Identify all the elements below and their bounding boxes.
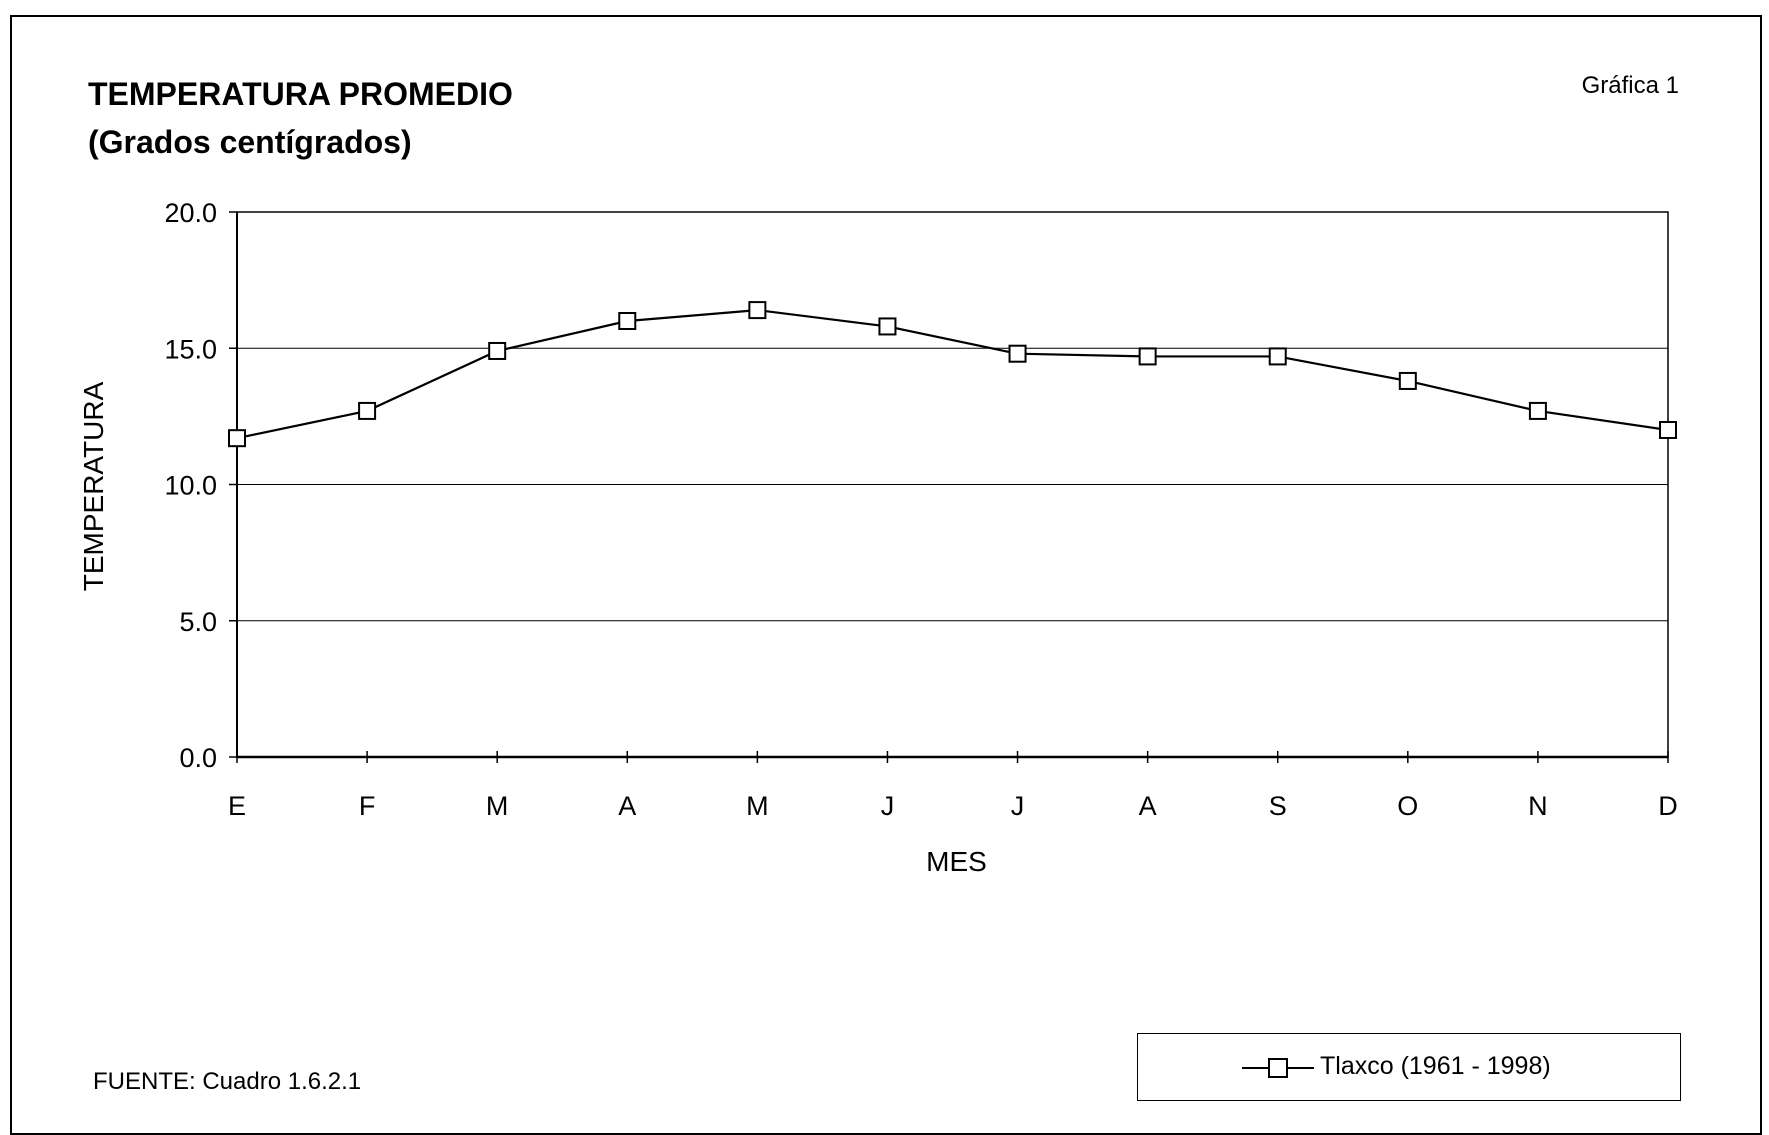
x-tick-label: O — [1397, 791, 1418, 821]
series-line — [236, 308, 1669, 440]
data-point-marker — [358, 401, 377, 420]
y-tick-label: 15.0 — [164, 334, 217, 364]
source-note: FUENTE: Cuadro 1.6.2.1 — [93, 1068, 362, 1095]
y-tick-label: 5.0 — [179, 607, 217, 637]
data-point-marker — [748, 301, 767, 320]
chart-subtitle: (Grados centígrados) — [88, 124, 412, 160]
data-point-marker — [618, 312, 637, 330]
legend-label-tlaxco: Tlaxco (1961 - 1998) — [1320, 1052, 1551, 1080]
chart-title-line1: TEMPERATURA PROMEDIO — [88, 76, 513, 112]
x-tick-label: F — [359, 791, 376, 821]
x-tick-label: A — [1139, 791, 1157, 821]
y-tick-label: 0.0 — [179, 743, 217, 773]
x-tick-label: S — [1269, 791, 1287, 821]
chart-title: TEMPERATURA PROMEDIO (Grados centígrados… — [88, 70, 513, 166]
y-tick-label: 10.0 — [164, 471, 217, 501]
figure-number: Gráfica 1 — [1581, 72, 1679, 99]
x-tick-label: A — [618, 791, 636, 821]
x-axis-title: MES — [926, 846, 987, 877]
x-tick-label: D — [1658, 791, 1678, 821]
data-point-marker — [878, 317, 897, 336]
y-tick-label: 20.0 — [164, 198, 217, 228]
data-point-marker — [1659, 421, 1677, 439]
data-point-marker — [1398, 371, 1417, 390]
data-point-marker — [228, 429, 246, 448]
x-tick-label: E — [228, 791, 246, 821]
data-point-marker — [1268, 347, 1287, 366]
data-point-marker — [488, 341, 507, 360]
x-tick-label: J — [881, 791, 895, 821]
x-tick-label: J — [1011, 791, 1025, 821]
y-axis-title: TEMPERATURA — [78, 381, 109, 591]
data-point-marker — [1138, 347, 1157, 366]
data-point-marker — [1008, 344, 1027, 363]
legend-marker-icon — [1242, 1058, 1314, 1078]
x-tick-label: M — [746, 791, 769, 821]
x-tick-label: N — [1528, 791, 1548, 821]
legend: Tlaxco (1961 - 1998) — [1137, 1033, 1681, 1101]
x-tick-label: M — [486, 791, 509, 821]
data-point-marker — [1528, 401, 1547, 420]
